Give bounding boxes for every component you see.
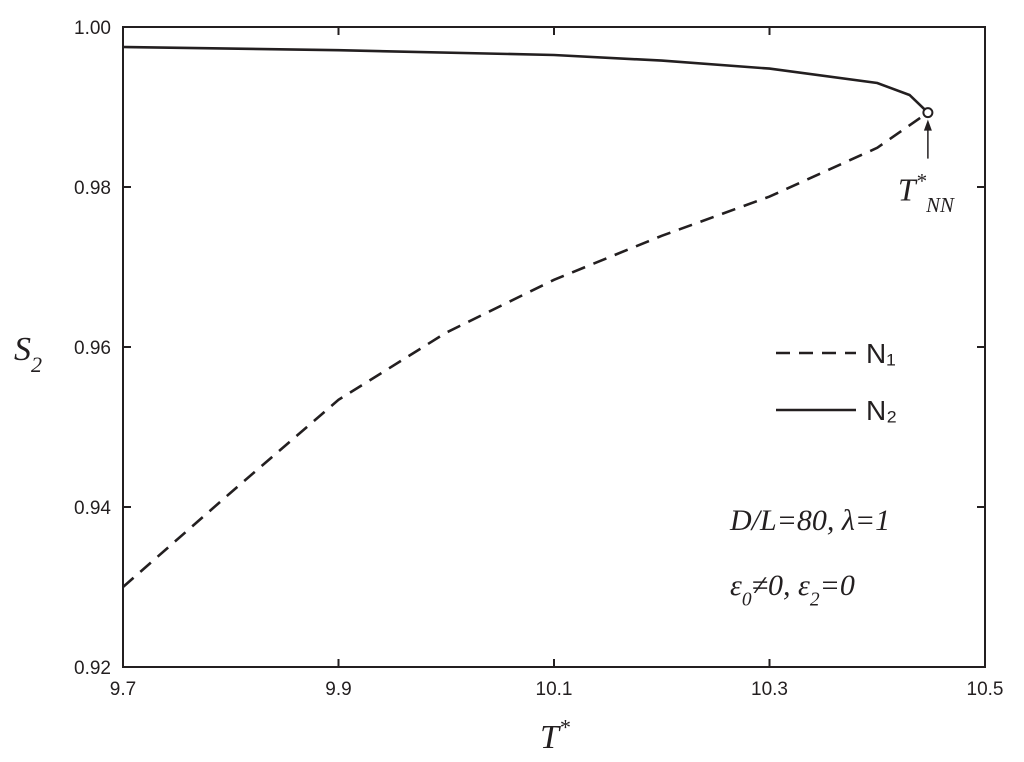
legend-label: N₁ <box>866 338 896 369</box>
text-segment: 2 <box>810 590 820 611</box>
text-segment: ε <box>730 569 742 602</box>
text-segment: T <box>540 719 561 756</box>
y-tick-label: 1.00 <box>74 18 111 39</box>
x-tick-label: 10.1 <box>536 679 573 700</box>
y-tick-label: 0.94 <box>74 498 111 519</box>
plot-frame <box>122 26 986 668</box>
y-tick-label: 0.98 <box>74 178 111 199</box>
y-tick-label: 0.96 <box>74 338 111 359</box>
text-segment: 0 <box>742 590 752 611</box>
text-segment: 2 <box>31 352 42 377</box>
x-tick-label: 10.5 <box>967 679 1004 700</box>
x-tick-label: 9.7 <box>110 679 136 700</box>
data-line <box>122 111 929 588</box>
text-segment: D/L=80, λ=1 <box>729 504 890 537</box>
text-segment: T <box>898 172 918 208</box>
y-axis-label: S2 <box>14 331 42 377</box>
critical-point <box>922 107 934 119</box>
x-tick-label: 10.3 <box>751 679 788 700</box>
x-axis-label: T* <box>540 714 571 756</box>
note: ε0≠0, ε2=0 <box>730 569 855 611</box>
text-segment: =0 <box>820 569 855 602</box>
text-segment: * <box>559 714 571 739</box>
x-tick-label: 9.9 <box>325 679 351 700</box>
critical-point-label: T*NN <box>898 170 955 217</box>
note: D/L=80, λ=1 <box>729 504 890 537</box>
text-segment: NN <box>925 194 955 217</box>
text-segment: * <box>916 170 927 193</box>
text-segment: ≠0, ε <box>752 569 810 602</box>
legend-label: N₂ <box>866 395 897 426</box>
y-tick-label: 0.92 <box>74 658 111 679</box>
text-segment: S <box>14 331 31 368</box>
data-line <box>122 45 929 114</box>
arrow-head <box>923 119 932 131</box>
